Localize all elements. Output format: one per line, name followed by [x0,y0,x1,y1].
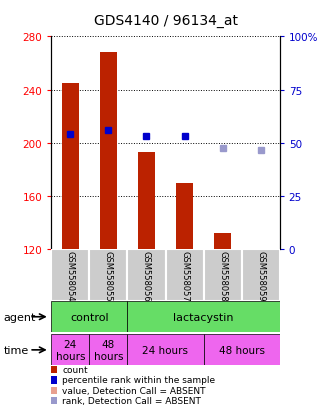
Bar [204,335,280,366]
Text: GSM558058: GSM558058 [218,250,227,301]
Text: 24
hours: 24 hours [56,339,85,361]
Text: time: time [3,345,28,355]
Bar [127,335,204,366]
Bar [242,250,280,301]
Text: rank, Detection Call = ABSENT: rank, Detection Call = ABSENT [62,396,201,405]
Bar [51,250,89,301]
Text: GSM558055: GSM558055 [104,250,113,301]
Bar [51,301,127,332]
Bar [127,301,280,332]
Text: count: count [62,365,88,374]
Bar [138,153,155,250]
Bar [89,250,127,301]
Text: 24 hours: 24 hours [143,345,188,355]
Text: GSM558056: GSM558056 [142,250,151,301]
Text: 48 hours: 48 hours [219,345,264,355]
Text: agent: agent [3,312,36,322]
Bar [127,250,166,301]
Text: GSM558057: GSM558057 [180,250,189,301]
Text: lactacystin: lactacystin [173,312,234,322]
Bar [176,183,193,250]
Text: control: control [70,312,109,322]
Bar [166,250,204,301]
Text: GSM558059: GSM558059 [256,250,265,301]
Text: GSM558054: GSM558054 [66,250,75,301]
Bar [89,335,127,366]
Text: value, Detection Call = ABSENT: value, Detection Call = ABSENT [62,386,206,395]
Bar [204,250,242,301]
Bar [100,53,117,250]
Bar [62,84,79,250]
Text: 48
hours: 48 hours [94,339,123,361]
Bar [214,234,231,250]
Bar [51,335,89,366]
Text: GDS4140 / 96134_at: GDS4140 / 96134_at [93,14,238,28]
Text: percentile rank within the sample: percentile rank within the sample [62,375,215,385]
